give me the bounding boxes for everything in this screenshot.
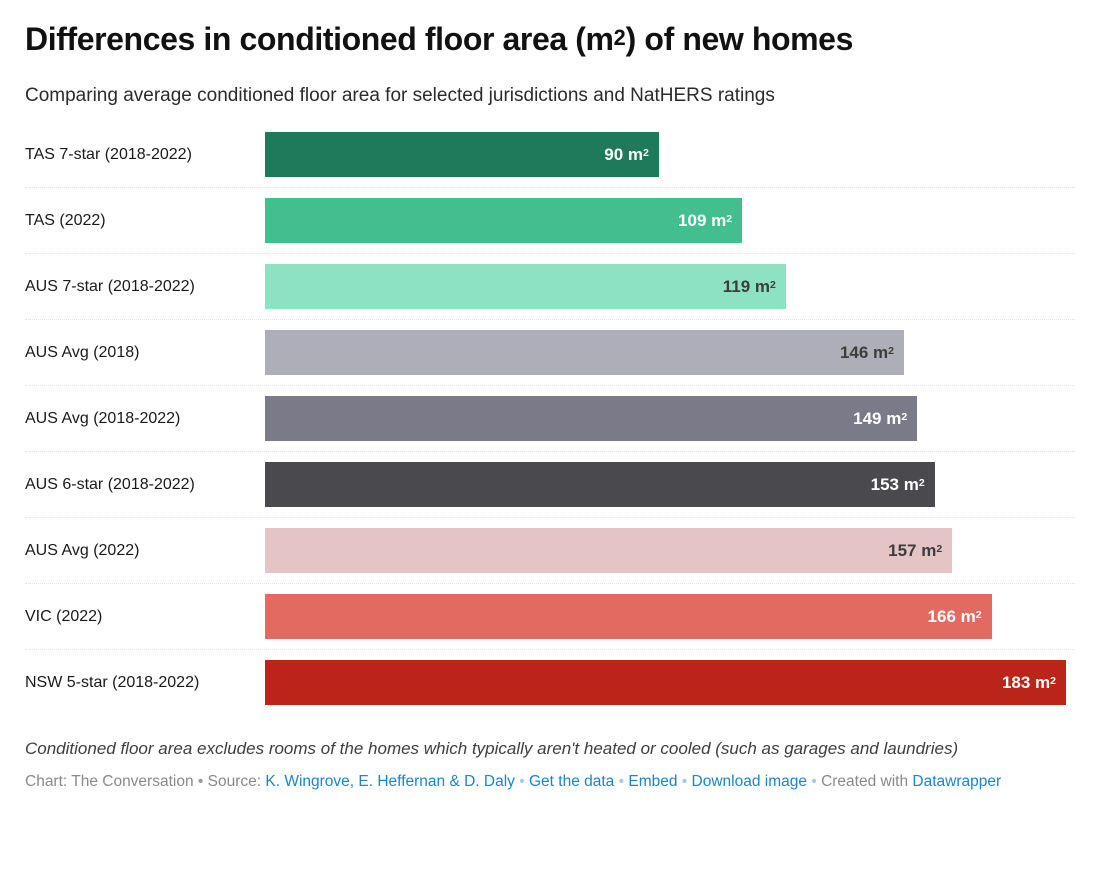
- value-superscript: 2: [918, 476, 925, 489]
- chart-row: TAS (2022) 109 m2: [25, 187, 1075, 253]
- credit-chart-author: Chart: The Conversation: [25, 773, 194, 791]
- bar-track: 166 m2: [265, 594, 1075, 640]
- category-label: AUS Avg (2022): [25, 541, 140, 559]
- bar-track: 146 m2: [265, 330, 1075, 376]
- bullet-separator: •: [811, 773, 817, 791]
- category-label: NSW 5-star (2018-2022): [25, 673, 200, 691]
- bar[interactable]: 90 m2: [265, 132, 659, 178]
- chart-container: Differences in conditioned floor area (m…: [25, 21, 1075, 793]
- bar-value-label: 149 m2: [853, 408, 908, 428]
- bar[interactable]: 149 m2: [265, 396, 918, 442]
- bar-value-label: 166 m2: [927, 606, 982, 626]
- bar-track: 119 m2: [265, 264, 1075, 310]
- value-superscript: 2: [975, 608, 982, 621]
- page-title: Differences in conditioned floor area (m…: [25, 21, 853, 57]
- bar-track: 153 m2: [265, 462, 1075, 508]
- chart-subtitle: Comparing average conditioned floor area…: [25, 85, 775, 107]
- credit-source-label: Source:: [207, 773, 262, 791]
- bar[interactable]: 146 m2: [265, 330, 904, 376]
- value-superscript: 2: [888, 344, 894, 357]
- chart-row: AUS Avg (2022) 157 m2: [25, 517, 1075, 583]
- chart-row: AUS Avg (2018) 146 m2: [25, 319, 1075, 385]
- bar-value-label: 109 m2: [678, 210, 733, 230]
- bar[interactable]: 166 m2: [265, 594, 992, 640]
- bar-track: 149 m2: [265, 396, 1075, 442]
- bar[interactable]: 119 m2: [265, 264, 786, 310]
- category-label: AUS Avg (2018-2022): [25, 409, 181, 427]
- get-the-data-link[interactable]: Get the data: [528, 773, 615, 791]
- bar-value-label: 119 m2: [722, 276, 776, 296]
- bar-track: 109 m2: [265, 198, 1075, 244]
- value-superscript: 2: [643, 146, 649, 159]
- chart-row: VIC (2022) 166 m2: [25, 583, 1075, 649]
- credit-line: Chart: The Conversation • Source: K. Win…: [25, 770, 1075, 793]
- title-superscript: 2: [613, 25, 626, 51]
- value-superscript: 2: [936, 542, 943, 555]
- chart-row: AUS 6-star (2018-2022) 153 m2: [25, 451, 1075, 517]
- value-superscript: 2: [770, 278, 776, 291]
- category-label: AUS 6-star (2018-2022): [25, 475, 195, 493]
- category-label: VIC (2022): [25, 607, 103, 625]
- bar-value-label: 90 m2: [604, 144, 649, 164]
- bar-track: 157 m2: [265, 528, 1075, 574]
- datawrapper-link[interactable]: Datawrapper: [912, 773, 1002, 791]
- bullet-separator: •: [519, 773, 525, 791]
- source-link[interactable]: K. Wingrove, E. Heffernan & D. Daly: [265, 773, 515, 791]
- bullet-separator: •: [197, 773, 204, 791]
- chart-rows: TAS 7-star (2018-2022) 90 m2 TAS (2022) 109…: [25, 122, 1075, 715]
- bar-track: 183 m2: [265, 660, 1075, 706]
- embed-link[interactable]: Embed: [628, 773, 678, 791]
- value-superscript: 2: [726, 212, 733, 225]
- value-superscript: 2: [901, 410, 908, 423]
- chart-row: AUS 7-star (2018-2022) 119 m2: [25, 253, 1075, 319]
- bar[interactable]: 109 m2: [265, 198, 743, 244]
- category-label: AUS 7-star (2018-2022): [25, 277, 195, 295]
- category-label: TAS 7-star (2018-2022): [25, 145, 192, 163]
- chart-row: NSW 5-star (2018-2022) 183 m2: [25, 649, 1075, 715]
- footnote: Conditioned floor area excludes rooms of…: [25, 739, 959, 759]
- bar[interactable]: 157 m2: [265, 528, 953, 574]
- bullet-separator: •: [681, 773, 688, 791]
- bullet-separator: •: [618, 773, 625, 791]
- bar[interactable]: 153 m2: [265, 462, 935, 508]
- value-superscript: 2: [1050, 674, 1056, 687]
- category-label: TAS (2022): [25, 211, 106, 229]
- bar-value-label: 183 m2: [1001, 672, 1056, 692]
- chart-row: AUS Avg (2018-2022) 149 m2: [25, 385, 1075, 451]
- bar-value-label: 146 m2: [839, 342, 894, 362]
- bar[interactable]: 183 m2: [265, 660, 1066, 706]
- download-image-link[interactable]: Download image: [691, 773, 808, 791]
- credit-created-with: Created with: [821, 773, 909, 791]
- category-label: AUS Avg (2018): [25, 343, 140, 361]
- bar-value-label: 157 m2: [888, 540, 943, 560]
- bar-track: 90 m2: [265, 132, 1075, 178]
- chart-row: TAS 7-star (2018-2022) 90 m2: [25, 122, 1075, 187]
- bar-value-label: 153 m2: [870, 474, 925, 494]
